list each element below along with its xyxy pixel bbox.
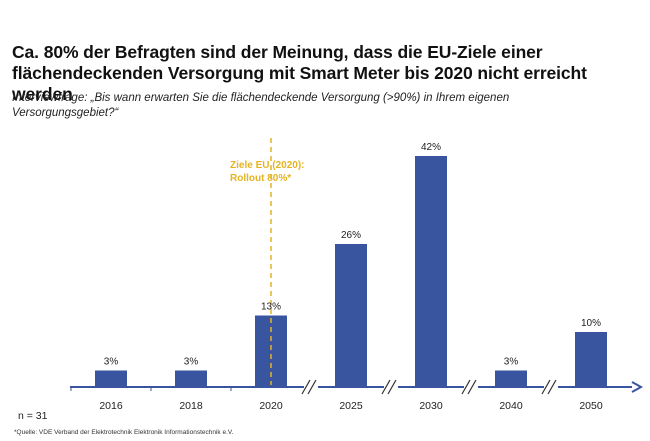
source-note: *Quelle: VDE Verband der Elektrotechnik … <box>14 429 234 436</box>
bar-2040 <box>495 370 527 387</box>
tick-label-2020: 2020 <box>259 400 283 412</box>
axis-break-2040 <box>541 379 558 395</box>
bars-group <box>95 156 607 387</box>
sample-size: n = 31 <box>18 410 48 422</box>
value-label-2050: 10% <box>581 318 601 329</box>
tick-label-2025: 2025 <box>339 400 363 412</box>
value-label-2030: 42% <box>421 142 441 153</box>
value-label-2020: 13% <box>261 302 281 313</box>
x-axis <box>70 379 644 395</box>
labels-group: 3% 2016 3% 2018 13% 2020 26% 2025 42% 2030 3% 2040 1… <box>99 142 603 412</box>
chart-title-line-2: flächendeckenden Versorgung mit Smart Me… <box>12 63 587 104</box>
eu-target-annotation: Ziele EU (2020): Rollout 80%* <box>230 138 304 385</box>
value-label-2025: 26% <box>341 230 361 241</box>
axis-break-2025 <box>381 379 398 395</box>
axis-break-2020 <box>301 379 318 395</box>
tick-label-2018: 2018 <box>179 400 203 412</box>
chart-title-line-1: Ca. 80% der Befragten sind der Meinung, … <box>12 42 543 62</box>
bar-2025 <box>335 244 367 387</box>
interview-question-line-1: Interviewfrage: „Bis wann erwarten Sie d… <box>12 92 510 104</box>
chart-title: Ca. 80% der Befragten sind der Meinung, … <box>12 42 650 105</box>
bar-2050 <box>575 332 607 387</box>
annotation-line-2: Rollout 80%* <box>230 173 291 184</box>
tick-label-2040: 2040 <box>499 400 523 412</box>
interview-question-line-2: Versorgungsgebiet?“ <box>12 107 119 119</box>
value-label-2018: 3% <box>184 357 199 368</box>
bar-2016 <box>95 370 127 387</box>
x-axis-arrow-icon <box>631 381 644 393</box>
bar-2030 <box>415 156 447 387</box>
bar-2018 <box>175 370 207 387</box>
value-label-2016: 3% <box>104 357 119 368</box>
axis-break-2030 <box>461 379 478 395</box>
interview-question: Interviewfrage: „Bis wann erwarten Sie d… <box>12 91 642 121</box>
tick-label-2016: 2016 <box>99 400 123 412</box>
tick-label-2030: 2030 <box>419 400 443 412</box>
tick-label-2050: 2050 <box>579 400 603 412</box>
value-label-2040: 3% <box>504 357 519 368</box>
annotation-line-1: Ziele EU (2020): <box>230 160 304 171</box>
